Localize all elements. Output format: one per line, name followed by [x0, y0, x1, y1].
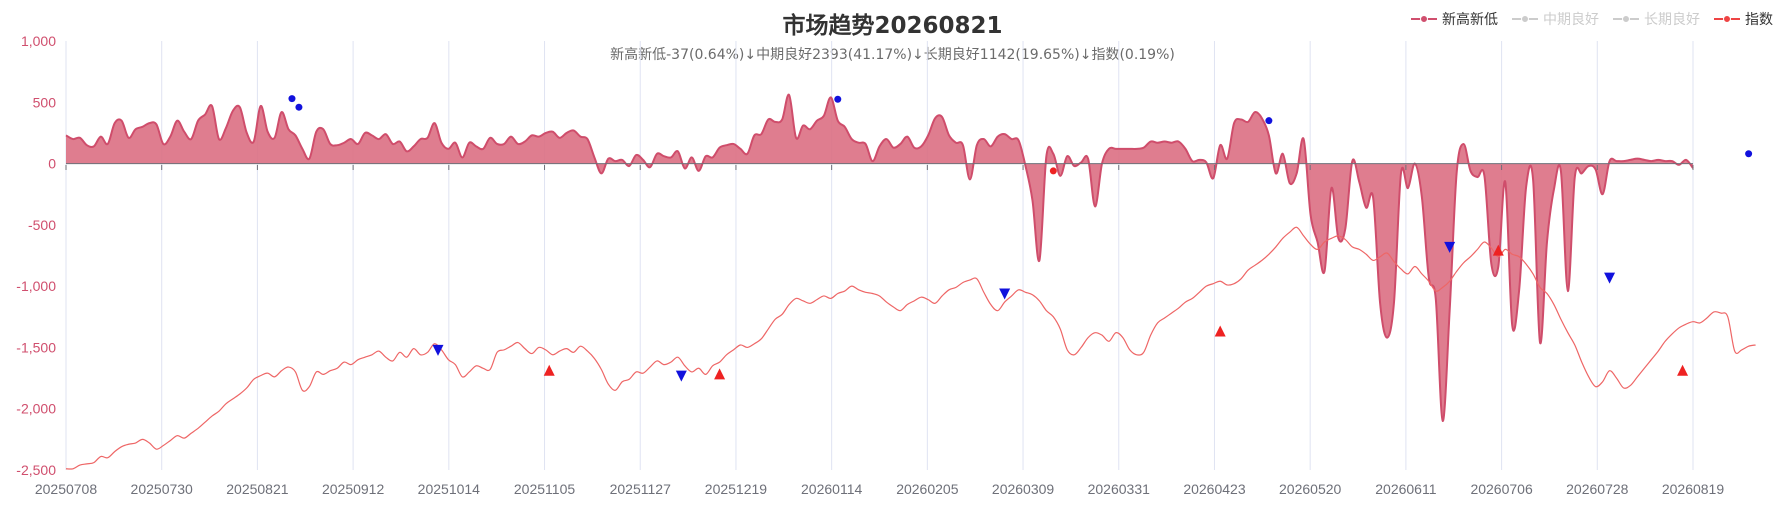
legend: 新高新低 中期良好 长期良好 指数: [1411, 9, 1773, 29]
legend-item-index[interactable]: 指数: [1714, 9, 1773, 29]
legend-label-index: 指数: [1745, 12, 1773, 28]
chart-subtitle: 新高新低-37(0.64%)↓中期良好2393(41.17%)↓长期良好1142…: [610, 47, 1175, 63]
markers: [288, 95, 1753, 382]
signal-dot: [1745, 150, 1753, 158]
buy-signal-triangle: [1677, 364, 1689, 376]
signal-dot: [834, 95, 842, 103]
y-tick-label: -2,500: [16, 462, 56, 478]
legend-label-longterm: 长期良好: [1644, 12, 1700, 28]
sell-signal-triangle: [1444, 241, 1456, 253]
axes: 20250708 20250730 20250821 20250912 20251014…: [16, 33, 1724, 497]
y-tick-label: 0: [48, 156, 56, 172]
signal-dot: [1265, 117, 1273, 125]
x-tick-label: 20251127: [610, 481, 671, 497]
buy-signal-triangle: [543, 364, 555, 376]
buy-signal-triangle: [714, 368, 726, 380]
sell-signal-triangle: [675, 370, 687, 382]
x-tick-label: 20251014: [418, 481, 481, 497]
x-tick-label: 20251105: [514, 481, 575, 497]
x-tick-label: 20260706: [1470, 481, 1533, 497]
y-tick-label: -1,500: [16, 339, 56, 355]
x-tick-label: 20260114: [801, 481, 862, 497]
legend-label-highlow: 新高新低: [1442, 12, 1498, 28]
x-tick-label: 20260520: [1279, 481, 1342, 497]
y-tick-label: -1,000: [16, 278, 56, 294]
legend-item-highlow[interactable]: 新高新低: [1411, 9, 1498, 29]
legend-swatch-midterm: [1512, 14, 1538, 24]
x-tick-label: 20250708: [35, 481, 98, 497]
legend-item-midterm[interactable]: 中期良好: [1512, 9, 1599, 29]
signal-dot: [288, 95, 296, 103]
sell-signal-triangle: [1604, 272, 1616, 284]
buy-signal-triangle: [1492, 244, 1504, 256]
grid: [65, 41, 1694, 470]
x-tick-label: 20250821: [226, 481, 289, 497]
sell-signal-triangle: [999, 288, 1011, 300]
chart-title: 市场趋势20260821: [782, 13, 1003, 39]
x-tick-label: 20260205: [896, 481, 959, 497]
buy-signal-triangle: [1214, 325, 1226, 337]
x-tick-label: 20251219: [705, 481, 768, 497]
sell-signal-triangle: [432, 344, 444, 356]
y-tick-label: 1,000: [21, 33, 56, 49]
legend-label-midterm: 中期良好: [1543, 12, 1599, 28]
signal-dot: [1049, 167, 1057, 175]
x-tick-label: 20260819: [1662, 481, 1725, 497]
signal-dot: [295, 103, 303, 111]
legend-swatch-index: [1714, 14, 1740, 24]
legend-swatch-longterm: [1613, 14, 1639, 24]
highlow-line: [65, 93, 1694, 422]
x-tick-label: 20260611: [1375, 481, 1436, 497]
series-index: [65, 226, 1756, 470]
y-tick-label: -2,000: [16, 401, 56, 417]
x-tick-label: 20260423: [1183, 481, 1246, 497]
x-tick-label: 20250730: [131, 481, 194, 497]
x-tick-label: 20260331: [1088, 481, 1151, 497]
x-tick-label: 20260309: [992, 481, 1055, 497]
x-tick-label: 20260728: [1566, 481, 1629, 497]
x-tick-label: 20250912: [322, 481, 385, 497]
y-tick-label: 500: [33, 94, 57, 110]
y-tick-label: -500: [28, 217, 56, 233]
index-line: [65, 226, 1756, 470]
series-highlow: [65, 93, 1694, 422]
highlow-area-fill: [66, 94, 1693, 422]
legend-swatch-highlow: [1411, 14, 1437, 24]
legend-item-longterm[interactable]: 长期良好: [1613, 9, 1700, 29]
